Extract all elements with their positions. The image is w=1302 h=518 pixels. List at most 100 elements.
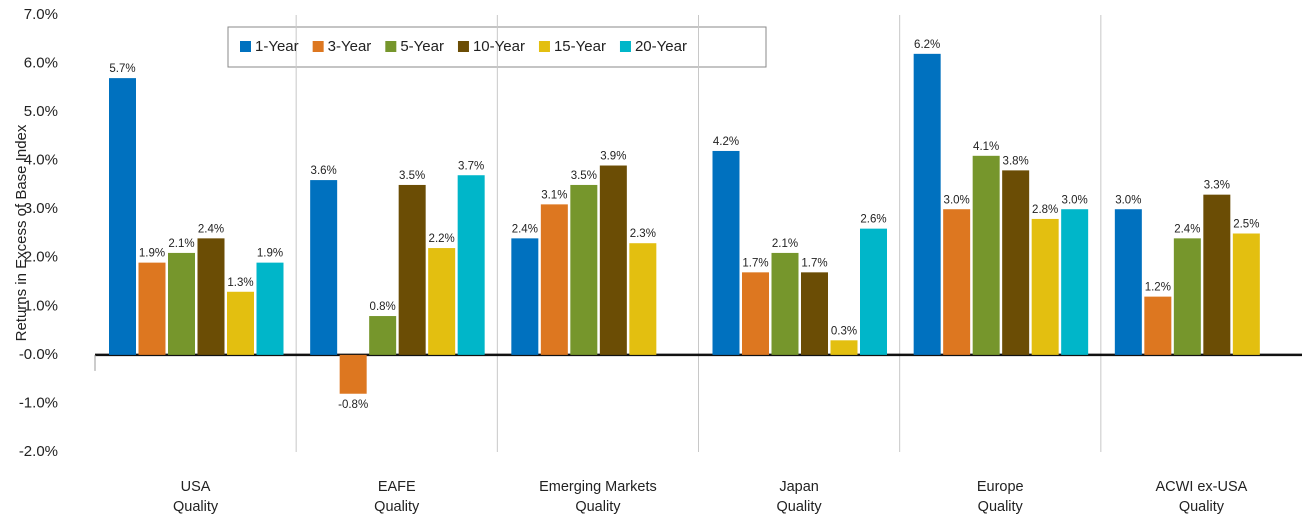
value-label: 3.7%	[458, 160, 484, 172]
legend-swatch	[240, 41, 251, 52]
value-label: 3.0%	[1115, 194, 1141, 206]
bar	[369, 316, 397, 355]
legend-label: 5-Year	[400, 38, 444, 55]
value-label: 1.2%	[1145, 282, 1171, 294]
bar	[511, 238, 539, 355]
bar	[197, 238, 225, 355]
bar	[428, 248, 456, 355]
bar	[168, 252, 195, 355]
legend-label: 3-Year	[328, 38, 372, 55]
y-tick-label: 7.0%	[24, 6, 58, 23]
bar	[1173, 238, 1201, 355]
value-label: 0.3%	[831, 325, 857, 337]
bar	[860, 228, 887, 355]
bar	[801, 272, 828, 355]
bar	[1061, 209, 1089, 355]
x-tick-label: Quality	[978, 499, 1024, 515]
value-label: 4.1%	[973, 141, 999, 153]
value-label: 1.7%	[742, 257, 768, 269]
value-label: 1.3%	[227, 277, 253, 289]
value-label: 3.0%	[1062, 194, 1088, 206]
value-label: 3.5%	[399, 170, 425, 182]
bar	[227, 291, 254, 355]
y-tick-label: 6.0%	[24, 55, 58, 72]
y-tick-label: 4.0%	[24, 152, 58, 169]
value-label: 3.8%	[1003, 155, 1029, 167]
x-tick-label: Quality	[374, 499, 420, 515]
bar	[712, 150, 740, 355]
bar	[771, 252, 799, 355]
bar	[457, 175, 485, 355]
value-label: -0.8%	[338, 399, 368, 411]
bar	[1203, 194, 1231, 355]
value-label: 3.6%	[311, 165, 337, 177]
x-tick-label: Emerging Markets	[539, 479, 657, 495]
value-label: 3.3%	[1204, 180, 1230, 192]
bar	[339, 354, 367, 394]
x-tick-label: Quality	[777, 499, 823, 515]
bar	[830, 340, 858, 355]
bar	[570, 184, 598, 355]
y-tick-label: 1.0%	[24, 297, 58, 314]
value-label: 3.1%	[541, 189, 567, 201]
y-tick-label: 3.0%	[24, 200, 58, 217]
value-label: 3.0%	[944, 194, 970, 206]
x-tick-label: EAFE	[378, 479, 416, 495]
value-label: 2.6%	[860, 214, 886, 226]
bar	[1031, 218, 1059, 355]
bar	[540, 204, 568, 355]
legend-label: 20-Year	[635, 38, 687, 55]
y-tick-label: 5.0%	[24, 103, 58, 120]
value-label: 2.4%	[512, 223, 538, 235]
x-tick-label: ACWI ex-USA	[1155, 479, 1247, 495]
legend-swatch	[312, 41, 324, 52]
bar	[398, 184, 426, 355]
value-label: 5.7%	[109, 63, 135, 75]
bar	[1232, 233, 1260, 355]
bar	[109, 78, 136, 355]
value-label: 2.2%	[429, 233, 455, 245]
value-label: 3.9%	[600, 151, 626, 163]
bar	[1114, 209, 1142, 355]
x-tick-label: USA	[181, 479, 211, 495]
value-label: 2.1%	[168, 238, 194, 250]
y-axis-label: Returns in Excess of Base Index	[13, 124, 30, 341]
value-label: 2.4%	[198, 223, 224, 235]
legend-swatch	[619, 41, 631, 52]
legend-swatch	[538, 41, 550, 52]
value-label: 2.4%	[1174, 223, 1200, 235]
bar	[972, 155, 1000, 355]
x-tick-label: Japan	[779, 479, 819, 495]
x-tick-label: Quality	[173, 499, 219, 515]
bar	[256, 262, 284, 355]
y-tick-label: -1.0%	[19, 394, 58, 411]
x-tick-label: Quality	[575, 499, 621, 515]
value-label: 2.5%	[1233, 219, 1259, 231]
value-label: 0.8%	[370, 301, 396, 313]
bar	[943, 209, 971, 355]
bar	[742, 272, 769, 355]
legend-label: 15-Year	[554, 38, 606, 55]
value-label: 1.9%	[139, 248, 165, 260]
bar	[629, 243, 657, 355]
bar	[138, 262, 166, 355]
x-tick-label: Quality	[1179, 499, 1225, 515]
bar	[310, 180, 338, 355]
bar	[599, 165, 627, 355]
legend-swatch	[457, 41, 469, 52]
value-label: 6.2%	[914, 39, 940, 51]
bar	[1002, 170, 1030, 355]
value-label: 2.8%	[1032, 204, 1058, 216]
y-tick-label: -2.0%	[19, 443, 58, 460]
legend-swatch	[385, 41, 397, 52]
value-label: 3.5%	[571, 170, 597, 182]
value-label: 2.3%	[630, 228, 656, 240]
y-tick-label: 2.0%	[24, 249, 58, 266]
bar	[913, 53, 941, 355]
legend-label: 1-Year	[255, 38, 299, 55]
value-label: 1.9%	[257, 248, 283, 260]
bar	[1144, 296, 1172, 355]
value-label: 1.7%	[801, 257, 827, 269]
x-tick-label: Europe	[977, 479, 1024, 495]
